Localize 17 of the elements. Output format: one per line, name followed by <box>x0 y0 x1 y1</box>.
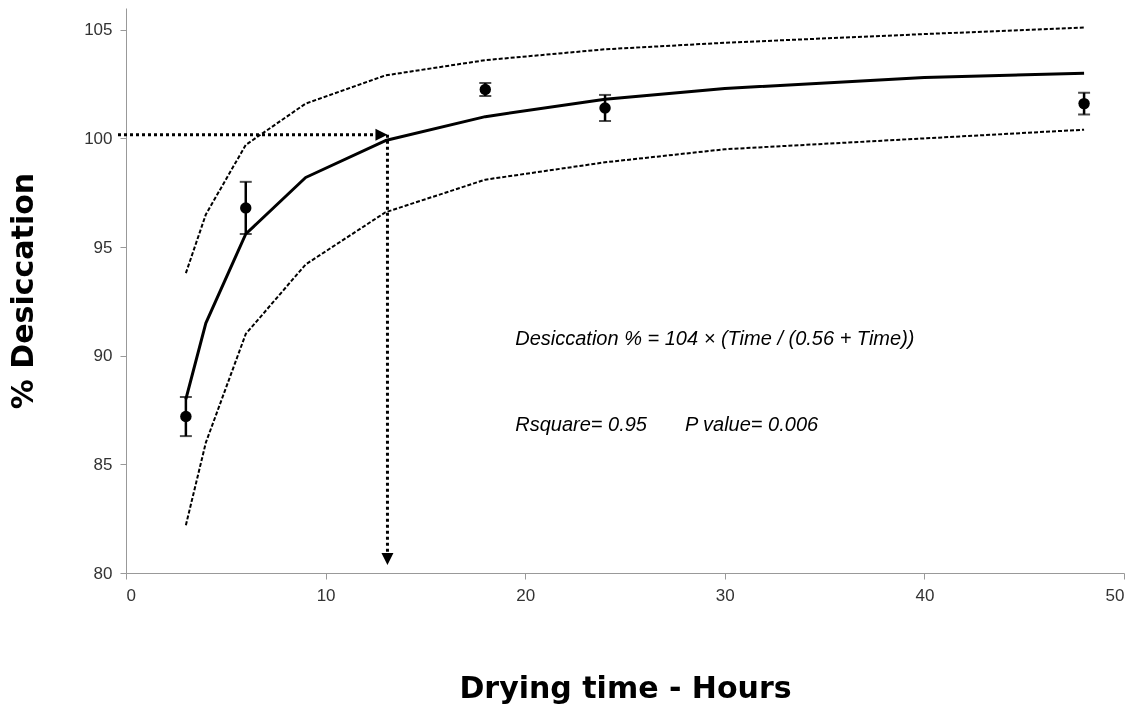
y-tick-label: 80 <box>93 563 113 583</box>
y-tick-label: 85 <box>93 454 113 474</box>
annotation: P value= 0.006 <box>684 412 820 435</box>
x-tick-label: 30 <box>715 585 735 605</box>
y-tick-label: 95 <box>93 237 113 257</box>
x-tick-label: 40 <box>915 585 935 605</box>
y-tick-label: 90 <box>93 346 113 366</box>
x-tick-label: 0 <box>126 585 136 605</box>
x-tick-label: 50 <box>1105 585 1125 605</box>
x-tick-label: 20 <box>516 585 536 605</box>
y-tick-label: 105 <box>84 20 113 40</box>
y-tick-label: 100 <box>84 128 113 148</box>
annotation: Desiccation % = 104 × (Time / (0.56 + Time)) <box>515 326 915 349</box>
x-tick-label: 10 <box>316 585 336 605</box>
x-axis-title: Drying time - Hours <box>459 669 792 705</box>
annotation: Rsquare= 0.95 <box>515 412 648 435</box>
y-axis-title: % Desiccation <box>5 172 41 410</box>
